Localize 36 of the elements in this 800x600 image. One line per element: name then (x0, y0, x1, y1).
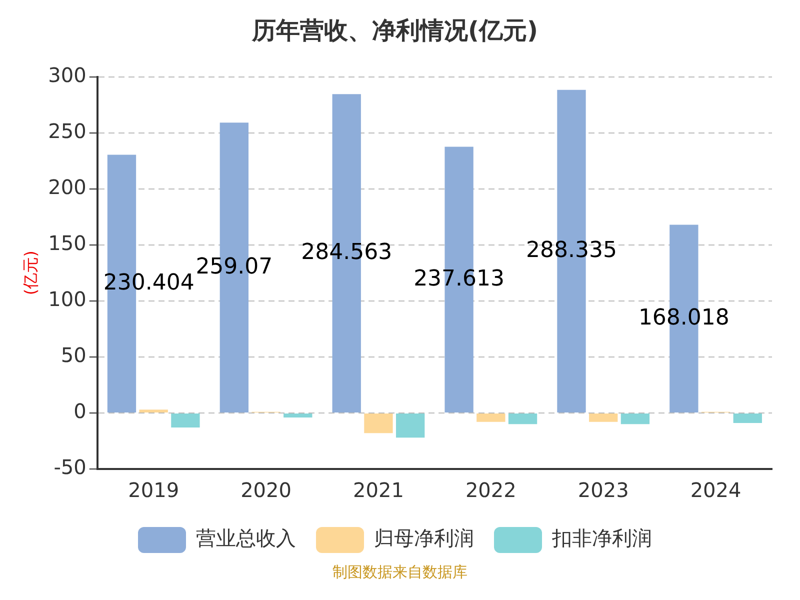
legend-label: 归母净利润 (374, 526, 474, 550)
y-tick-label: -50 (54, 455, 86, 480)
x-tick-label: 2020 (240, 478, 292, 502)
data-label: 237.613 (414, 266, 505, 292)
legend-label: 扣非净利润 (551, 526, 652, 550)
bar (620, 413, 650, 424)
bar (733, 413, 762, 424)
bar (589, 413, 618, 422)
bar (396, 413, 425, 438)
data-label: 230.404 (103, 270, 194, 296)
x-tick-label: 2019 (128, 478, 180, 502)
y-tick-label: 50 (60, 343, 86, 368)
chart-title: 历年营收、净利情况(亿元) (251, 16, 538, 45)
data-label: 284.563 (301, 240, 392, 266)
y-tick-label: 300 (48, 63, 86, 88)
x-tick-label: 2024 (690, 478, 742, 502)
x-tick-label: 2021 (353, 478, 404, 502)
data-label: 168.018 (638, 305, 730, 330)
y-axis-title: (亿元) (20, 250, 40, 296)
data-label: 288.335 (526, 238, 617, 263)
legend-label: 营业总收入 (196, 526, 296, 550)
y-tick-label: 250 (48, 119, 86, 144)
bar (476, 413, 506, 422)
y-tick-label: 150 (48, 231, 86, 256)
y-tick-label: 100 (48, 287, 86, 312)
bar (508, 413, 538, 424)
y-tick-label: 0 (74, 399, 86, 424)
bar (364, 413, 393, 434)
y-tick-label: 200 (48, 175, 86, 200)
x-tick-label: 2023 (578, 478, 629, 502)
bar (171, 413, 200, 428)
bar (284, 413, 312, 418)
x-tick-label: 2022 (465, 478, 516, 502)
text: 制图数据来自数据库 (332, 563, 468, 582)
bar (139, 410, 168, 412)
data-label: 259.07 (196, 254, 273, 280)
